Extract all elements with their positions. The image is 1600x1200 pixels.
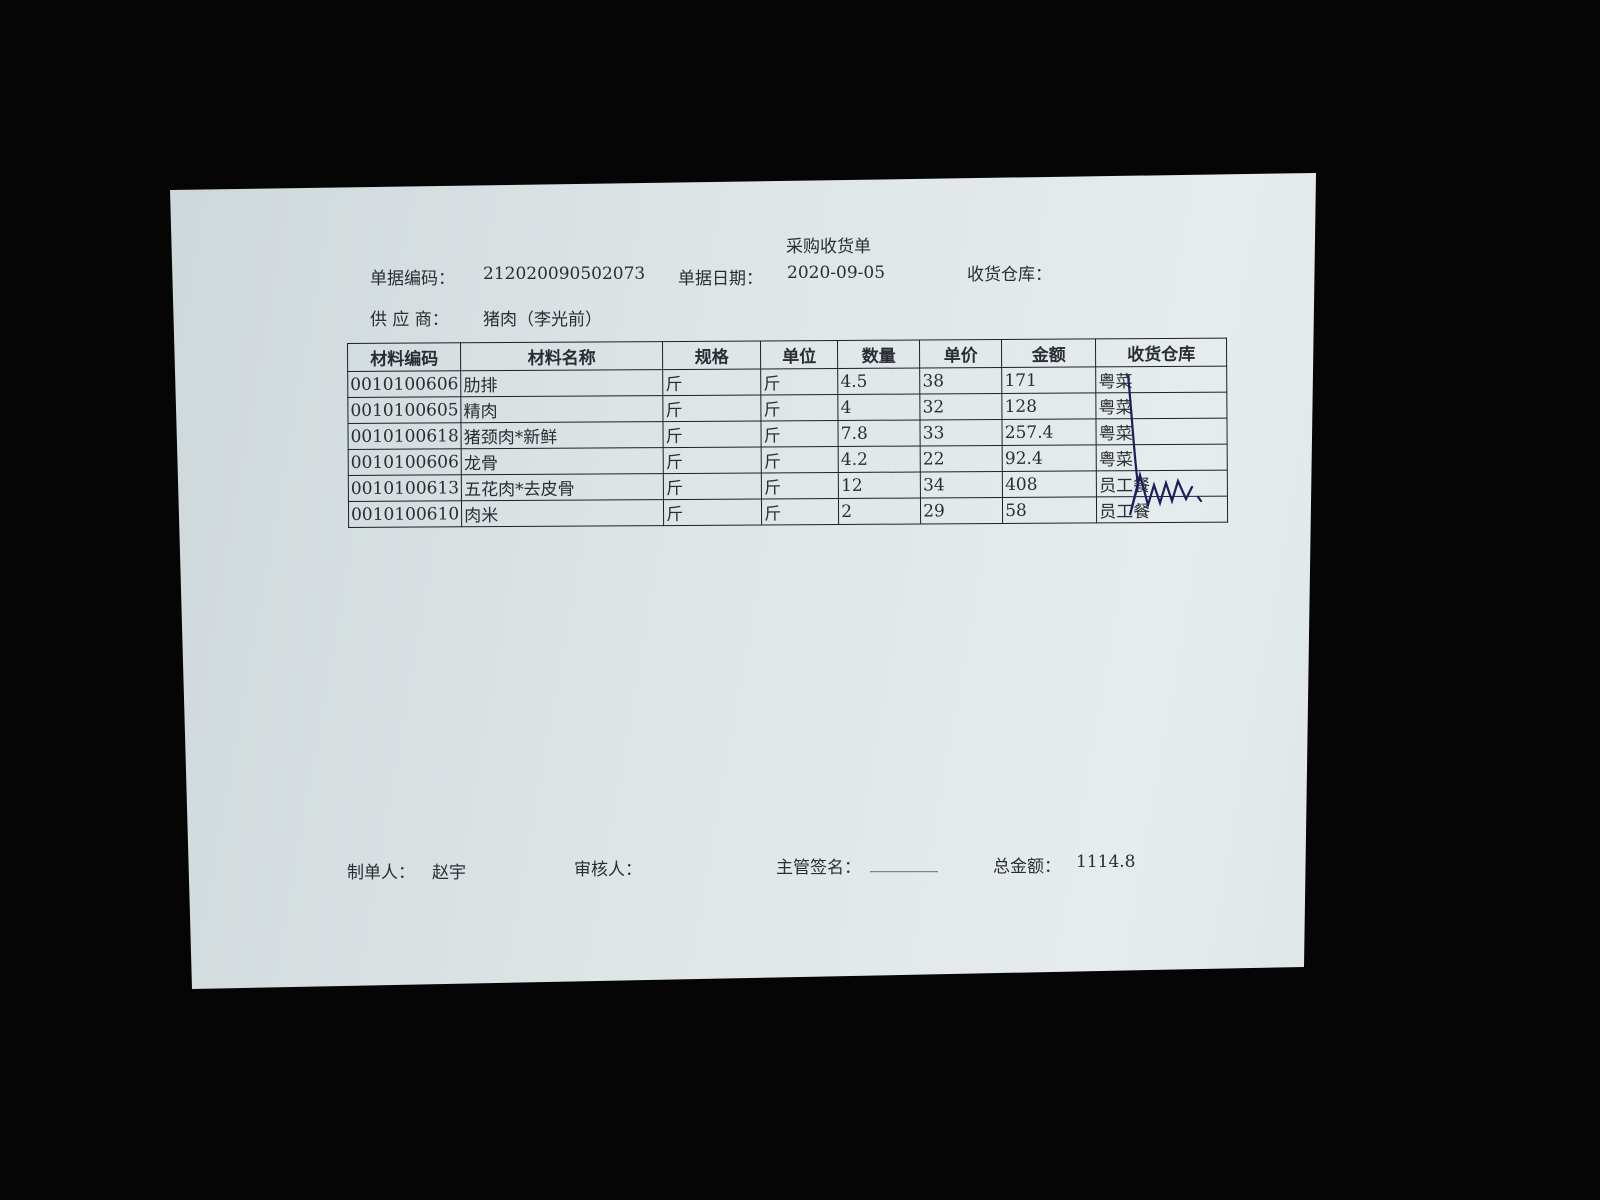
header-cell: 单位: [760, 340, 838, 369]
table-cell: 128: [1001, 392, 1097, 420]
total-amount: 1114.8: [1076, 852, 1136, 872]
table-cell: 32: [919, 393, 1003, 421]
table-cell: 4.5: [837, 368, 920, 395]
table-cell: 4: [837, 394, 921, 421]
maker-label: 制单人：: [347, 863, 415, 883]
document-title: 采购收货单: [786, 237, 871, 257]
table-cell: 斤: [662, 368, 761, 396]
table-cell: 7.8: [838, 420, 921, 447]
table-cell: 257.4: [1002, 418, 1097, 446]
supplier-label: 供 应 商：: [370, 310, 449, 330]
header-cell: 金额: [1001, 338, 1096, 368]
table-cell: 0010100606: [348, 448, 462, 476]
table-cell: 4.2: [838, 445, 921, 473]
table-cell: 0010100618: [347, 422, 462, 450]
table-cell: 12: [838, 471, 921, 499]
supplier: 猪肉（李光前）: [483, 310, 602, 330]
table-cell: 0010100605: [347, 396, 462, 424]
table-cell: 58: [1002, 496, 1097, 524]
table-cell: 34: [920, 471, 1003, 498]
table-cell: 33: [920, 419, 1003, 446]
table-cell: 斤: [761, 420, 839, 447]
table-cell: 0010100606: [347, 370, 462, 398]
header-cell: 收货仓库: [1095, 338, 1227, 367]
manager-label: 主管签名：: [776, 858, 861, 878]
header-cell: 规格: [662, 340, 761, 370]
reviewer-label: 审核人：: [574, 860, 642, 880]
table-cell: 408: [1002, 470, 1097, 498]
header-cell: 材料名称: [460, 341, 663, 371]
table-cell: 肉米: [461, 499, 664, 527]
header-cell: 数量: [837, 340, 920, 369]
doc-no: 212020090502073: [483, 264, 646, 284]
table-cell: 斤: [761, 446, 839, 473]
table-cell: 92.4: [1002, 444, 1097, 472]
table-cell: 斤: [761, 472, 839, 499]
table-cell: 0010100613: [348, 474, 462, 502]
table-cell: 猪颈肉*新鲜: [461, 421, 664, 449]
header-cell: 单价: [919, 339, 1002, 369]
handwritten-signature: [1126, 375, 1203, 516]
table-cell: 斤: [663, 446, 762, 474]
items-table: 材料编码 材料名称 规格 单位 数量 单价 金额 收货仓库 0010100606…: [347, 338, 1228, 528]
table-row: 0010100610 肉米斤斤 2 29 58 员工餐: [348, 496, 1228, 528]
header-cell: 材料编码: [347, 342, 461, 372]
table-cell: 精肉: [461, 395, 664, 423]
table-cell: 22: [920, 445, 1003, 472]
date-label: 单据日期：: [678, 269, 763, 289]
doc-no-label: 单据编码：: [370, 269, 455, 289]
warehouse-label: 收货仓库：: [967, 265, 1052, 285]
maker: 赵宇: [432, 863, 466, 883]
table-cell: 肋排: [460, 369, 663, 397]
table-cell: 171: [1001, 366, 1096, 394]
table-cell: 斤: [760, 368, 838, 395]
table-cell: 29: [920, 497, 1003, 524]
table-cell: 2: [838, 497, 921, 525]
table-cell: 五花肉*去皮骨: [461, 473, 664, 501]
table-cell: 龙骨: [461, 447, 664, 475]
table-cell: 斤: [663, 420, 762, 448]
table-cell: 斤: [761, 498, 839, 525]
table-cell: 斤: [663, 472, 762, 500]
total-label: 总金额：: [993, 857, 1061, 877]
table-cell: 0010100610: [348, 500, 462, 528]
table-cell: 斤: [760, 394, 839, 421]
table-cell: 斤: [663, 498, 762, 526]
table-cell: 38: [919, 367, 1002, 395]
table-cell: 斤: [662, 394, 762, 422]
manager-signature-blank: ________: [870, 853, 938, 873]
date: 2020-09-05: [787, 263, 886, 283]
